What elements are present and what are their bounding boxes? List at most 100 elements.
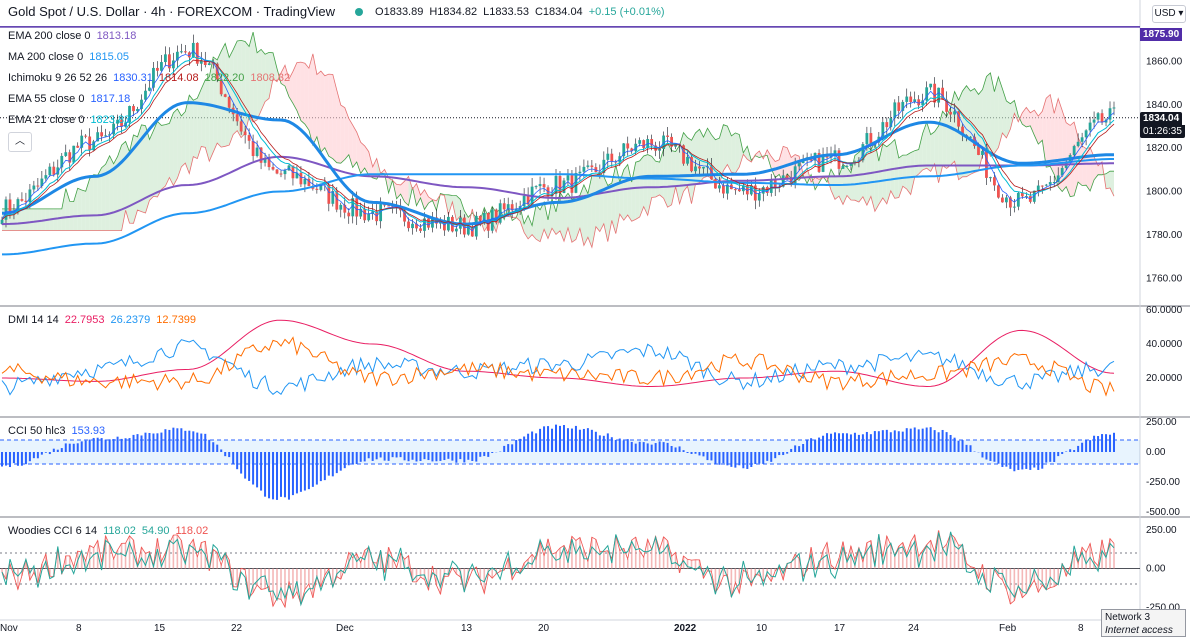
- woodies-histogram-bar: [216, 552, 219, 569]
- kumo-cloud-segment: [926, 122, 931, 172]
- woodies-histogram-bar: [104, 536, 107, 569]
- currency-selector[interactable]: USD ▾: [1152, 5, 1186, 23]
- candle-body: [478, 215, 482, 221]
- cci-histogram-bar: [806, 439, 809, 452]
- candle-body: [502, 203, 506, 210]
- candle-body: [542, 184, 546, 188]
- candle-body: [733, 189, 737, 191]
- currency-label: USD: [1154, 8, 1176, 19]
- candle-body: [160, 62, 163, 71]
- legend-ema21[interactable]: EMA 21 close 0 1823.83: [8, 114, 136, 126]
- candle-body: [68, 152, 72, 163]
- candle-body: [722, 185, 725, 194]
- cci-histogram-bar: [276, 452, 279, 500]
- kumo-cloud-segment: [886, 143, 891, 204]
- cci-histogram-bar: [834, 432, 837, 452]
- collapse-legend-button[interactable]: ︿: [8, 132, 32, 152]
- cci-histogram-bar: [925, 427, 928, 452]
- legend-ema200[interactable]: EMA 200 close 0 1813.18: [8, 30, 142, 42]
- kumo-cloud-segment: [456, 195, 461, 221]
- cci-histogram-bar: [511, 444, 514, 452]
- cci-histogram-bar: [766, 452, 769, 461]
- kumo-cloud-segment: [404, 176, 409, 206]
- woodies-histogram-bar: [618, 550, 621, 569]
- candle-body: [307, 178, 311, 187]
- cci-histogram-bar: [515, 439, 518, 452]
- cci-histogram-bar: [8, 452, 11, 468]
- candle-body: [156, 67, 159, 71]
- cci-histogram-bar: [391, 452, 394, 458]
- woodies-histogram-bar: [818, 565, 820, 569]
- legend-cci[interactable]: CCI 50 hlc3 153.93: [8, 425, 111, 437]
- kumo-cloud-segment: [966, 85, 971, 177]
- woodies-histogram-bar: [953, 537, 956, 569]
- candle-body: [16, 199, 20, 213]
- ma200-line: [2, 158, 1114, 256]
- legend-ema55[interactable]: EMA 55 close 0 1817.18: [8, 93, 136, 105]
- candle-body: [315, 188, 319, 190]
- candle-body: [1112, 107, 1116, 109]
- cci-histogram-bar: [654, 443, 657, 452]
- legend-ma200[interactable]: MA 200 close 0 1815.05: [8, 51, 135, 63]
- woodies-histogram-bar: [1113, 543, 1115, 569]
- cci-histogram-bar: [1097, 436, 1100, 452]
- candle-body: [582, 166, 586, 172]
- cci-histogram-bar: [642, 442, 645, 452]
- candle-body: [299, 172, 303, 185]
- cci-histogram-bar: [20, 452, 23, 466]
- symbol-title[interactable]: Gold Spot / U.S. Dollar · 4h · FOREXCOM …: [8, 4, 336, 19]
- candle-body: [96, 132, 100, 142]
- woodies-histogram-bar: [1033, 568, 1036, 581]
- cci-histogram-bar: [1037, 452, 1040, 470]
- woodies-histogram-bar: [1109, 538, 1111, 569]
- resistance-price-badge: 1875.90: [1140, 28, 1183, 41]
- cci-histogram-bar: [562, 425, 565, 452]
- woodies-histogram-bar: [196, 557, 199, 569]
- candle-body: [8, 199, 12, 213]
- candle-body: [80, 135, 84, 148]
- candle-body: [335, 191, 339, 210]
- woodies-histogram-bar: [200, 542, 203, 569]
- cci-histogram-bar: [439, 452, 442, 461]
- kumo-cloud-segment: [316, 71, 321, 152]
- kumo-cloud-segment: [117, 145, 122, 231]
- woodies-histogram-bar: [1021, 568, 1024, 598]
- candle-body: [694, 166, 697, 172]
- candle-body: [1056, 175, 1060, 183]
- woodies-histogram-bar: [842, 541, 844, 569]
- cci-histogram-bar: [12, 452, 15, 463]
- cci-histogram-bar: [694, 452, 697, 454]
- kumo-cloud-segment: [691, 132, 696, 204]
- dmi-tick-label: 20.0000: [1146, 373, 1183, 384]
- candle-body: [259, 147, 263, 163]
- cci-histogram-bar: [901, 431, 904, 452]
- woodies-histogram-bar: [37, 568, 39, 583]
- ema21-label: EMA 21 close 0: [8, 114, 85, 126]
- candle-body: [985, 151, 988, 178]
- legend-woodies[interactable]: Woodies CCI 6 14 118.02 54.90 118.02: [8, 525, 214, 537]
- candle-body: [941, 87, 945, 100]
- cci-histogram-bar: [889, 432, 892, 452]
- legend-dmi[interactable]: DMI 14 14 22.7953 26.2379 12.7399: [8, 314, 202, 326]
- cci-histogram-bar: [734, 452, 737, 468]
- ema21-line: [1, 56, 1115, 229]
- candle-body: [1036, 185, 1040, 191]
- kumo-cloud-segment: [1002, 88, 1007, 138]
- cci-histogram-bar: [670, 445, 673, 452]
- dmi-label: DMI 14 14: [8, 314, 59, 326]
- woodies-histogram-bar: [403, 559, 406, 569]
- legend-ichimoku[interactable]: Ichimoku 9 26 52 26 1830.31 1814.08 1822.20…: [8, 72, 296, 84]
- cci-histogram-bar: [913, 427, 916, 452]
- candle-body: [650, 139, 654, 146]
- woodies-histogram-bar: [1037, 568, 1040, 593]
- woodies-histogram-bar: [957, 545, 960, 569]
- kumo-cloud-segment: [771, 156, 776, 178]
- cci-histogram-bar: [479, 452, 482, 457]
- candle-body: [797, 163, 801, 167]
- woodies-histogram-bar: [850, 546, 852, 569]
- kumo-cloud-segment: [882, 144, 887, 204]
- cci-histogram-bar: [590, 429, 593, 452]
- cci-histogram-bar: [1057, 452, 1060, 457]
- kumo-cloud-segment: [635, 160, 640, 220]
